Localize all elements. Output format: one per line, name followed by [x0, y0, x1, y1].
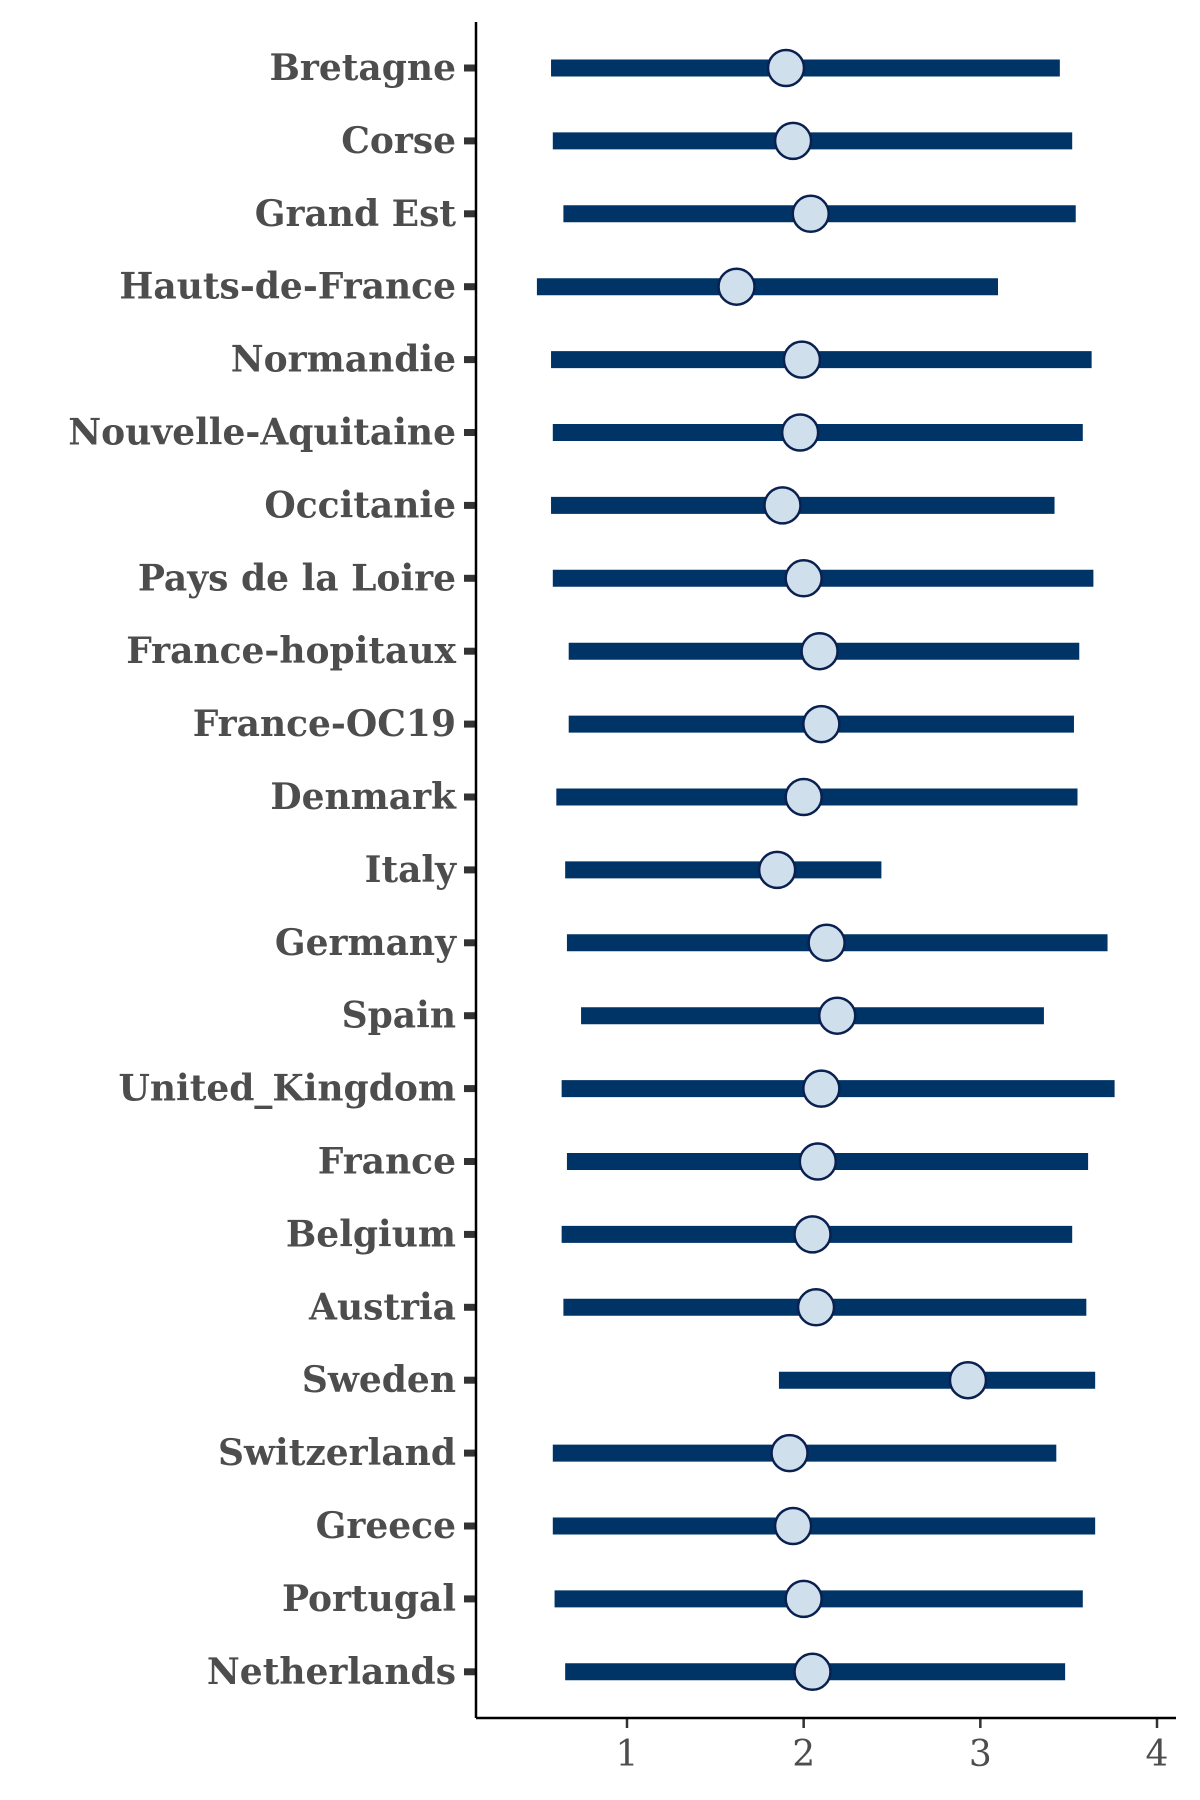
category-label-austria: Austria — [308, 1286, 456, 1328]
category-label-bretagne: Bretagne — [269, 47, 456, 89]
category-label-spain: Spain — [342, 995, 456, 1037]
category-label-grand-est: Grand Est — [255, 193, 457, 235]
point-estimate-sweden — [948, 1360, 988, 1400]
category-label-normandie: Normandie — [231, 339, 456, 381]
x-tick-label-3: 3 — [969, 1734, 992, 1775]
point-estimate-normandie — [782, 340, 822, 379]
category-label-denmark: Denmark — [270, 776, 457, 818]
y-axis-labels: Bretagne Corse Grand Est Hauts-de-France Nor… — [68, 47, 476, 1693]
point-estimate-greece — [773, 1506, 813, 1546]
category-label-italy: Italy — [365, 849, 457, 891]
x-tick-label-2: 2 — [792, 1734, 815, 1775]
point-estimate-united-kingdom — [802, 1069, 841, 1108]
category-label-france-oc19: France-OC19 — [193, 703, 456, 745]
point-estimate-germany — [807, 923, 846, 963]
point-estimate-portugal — [784, 1579, 823, 1619]
point-estimate-france-oc19 — [802, 704, 841, 744]
x-axis: 1 2 3 4 — [616, 1718, 1169, 1775]
point-estimate-nouvelle-aquitaine — [780, 413, 820, 452]
x-tick-label-1: 1 — [616, 1734, 639, 1775]
category-label-occitanie: Occitanie — [264, 484, 456, 526]
category-label-pays-de-la-loire: Pays de la Loire — [138, 557, 456, 599]
point-estimate-occitanie — [763, 486, 802, 525]
category-label-netherlands: Netherlands — [207, 1651, 456, 1693]
category-label-nouvelle-aquitaine: Nouvelle-Aquitaine — [68, 412, 456, 454]
point-estimate-belgium — [793, 1215, 832, 1254]
point-estimate-netherlands — [793, 1652, 832, 1692]
point-estimate-france-hopitaux — [800, 631, 839, 671]
x-tick-label-4: 4 — [1146, 1734, 1169, 1775]
category-label-france-hopitaux: France-hopitaux — [126, 630, 456, 672]
category-label-hauts-de-france: Hauts-de-France — [119, 266, 456, 308]
category-label-belgium: Belgium — [286, 1213, 456, 1255]
point-estimate-denmark — [784, 777, 823, 817]
point-estimate-pays-de-la-loire — [784, 559, 823, 598]
point-estimate-austria — [796, 1288, 836, 1327]
interval-bars — [536, 59, 1115, 1681]
point-estimate-hauts-de-france — [717, 267, 756, 306]
category-label-sweden: Sweden — [302, 1359, 456, 1401]
category-label-united-kingdom: United_Kingdom — [118, 1068, 456, 1110]
category-label-germany: Germany — [275, 922, 457, 964]
point-estimate-spain — [817, 996, 857, 1035]
point-estimate-grand-est — [791, 194, 830, 234]
category-label-france: France — [318, 1141, 456, 1183]
point-estimate-corse — [773, 121, 813, 161]
point-estimates — [717, 48, 988, 1692]
category-label-greece: Greece — [316, 1505, 456, 1547]
category-label-switzerland: Switzerland — [218, 1432, 456, 1474]
point-estimate-switzerland — [770, 1433, 809, 1473]
category-label-corse: Corse — [341, 120, 456, 162]
point-estimate-italy — [757, 850, 797, 890]
point-estimate-bretagne — [766, 48, 806, 88]
category-label-portugal: Portugal — [282, 1578, 456, 1620]
point-estimate-france — [798, 1142, 838, 1181]
